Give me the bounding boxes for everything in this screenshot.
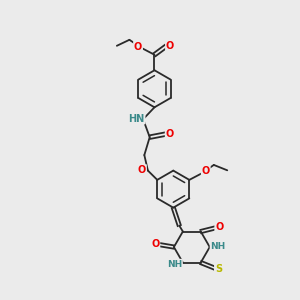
Text: O: O	[215, 222, 224, 233]
Text: O: O	[166, 41, 174, 51]
Text: O: O	[134, 42, 142, 52]
Text: NH: NH	[211, 242, 226, 251]
Text: S: S	[215, 263, 222, 274]
Text: O: O	[151, 239, 160, 249]
Text: O: O	[166, 129, 174, 139]
Text: HN: HN	[128, 114, 145, 124]
Text: NH: NH	[167, 260, 182, 268]
Text: O: O	[202, 166, 210, 176]
Text: O: O	[138, 165, 146, 175]
